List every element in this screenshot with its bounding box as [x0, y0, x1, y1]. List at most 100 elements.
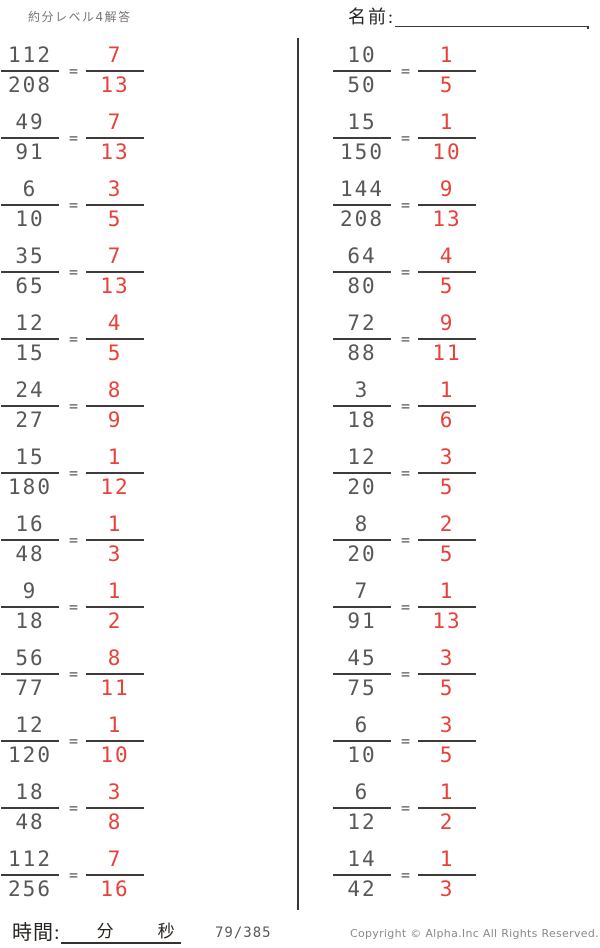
answer-numerator: 7: [86, 244, 145, 273]
problem-row: 35 65 = 7 13: [1, 238, 295, 305]
answer-fraction: 1 10: [418, 110, 477, 165]
minutes-unit-label: 分: [96, 922, 114, 941]
answer-denominator: 2: [107, 609, 123, 633]
answer-numerator: 1: [418, 780, 477, 809]
time-blank-line: 分 秒: [60, 920, 181, 944]
equals-sign: =: [69, 664, 79, 683]
answer-numerator: 3: [418, 646, 477, 675]
question-numerator: 112: [1, 43, 59, 72]
question-numerator: 18: [1, 780, 59, 809]
answer-numerator: 7: [86, 43, 145, 72]
question-numerator: 12: [1, 311, 59, 340]
answer-denominator: 11: [432, 341, 462, 365]
answer-denominator: 13: [432, 207, 462, 231]
problem-row: 10 50 = 1 5: [333, 37, 599, 104]
question-numerator: 6: [1, 177, 59, 206]
question-numerator: 6: [333, 780, 391, 809]
answer-numerator: 1: [418, 43, 477, 72]
problem-row: 18 48 = 3 8: [1, 774, 295, 841]
equals-sign: =: [401, 396, 411, 415]
answer-numerator: 7: [86, 110, 145, 139]
equals-sign: =: [69, 463, 79, 482]
problem-row: 64 80 = 4 5: [333, 238, 599, 305]
answer-denominator: 5: [439, 542, 455, 566]
problem-row: 15 150 = 1 10: [333, 104, 599, 171]
question-fraction: 6 10: [1, 177, 59, 232]
answer-numerator: 3: [418, 713, 477, 742]
answer-fraction: 7 13: [86, 43, 145, 98]
answer-denominator: 6: [439, 408, 455, 432]
question-denominator: 12: [347, 810, 377, 834]
name-label: 名前:: [348, 7, 396, 27]
answer-numerator: 7: [86, 847, 145, 876]
question-numerator: 3: [333, 378, 391, 407]
question-denominator: 80: [347, 274, 377, 298]
question-denominator: 10: [347, 743, 377, 767]
question-denominator: 91: [15, 140, 45, 164]
question-denominator: 120: [8, 743, 52, 767]
answer-numerator: 1: [86, 713, 145, 742]
question-numerator: 49: [1, 110, 59, 139]
question-denominator: 150: [340, 140, 384, 164]
worksheet-title: 約分レベル4解答: [28, 10, 132, 24]
question-numerator: 15: [333, 110, 391, 139]
question-denominator: 20: [347, 475, 377, 499]
question-numerator: 56: [1, 646, 59, 675]
equals-sign: =: [69, 329, 79, 348]
question-fraction: 16 48: [1, 512, 59, 567]
question-fraction: 14 42: [333, 847, 391, 902]
problem-row: 16 48 = 1 3: [1, 506, 295, 573]
answer-numerator: 3: [418, 445, 477, 474]
question-numerator: 9: [1, 579, 59, 608]
problem-row: 14 42 = 1 3: [333, 841, 599, 908]
question-fraction: 144 208: [333, 177, 391, 232]
question-fraction: 24 27: [1, 378, 59, 433]
problem-row: 112 208 = 7 13: [1, 37, 295, 104]
question-denominator: 18: [15, 609, 45, 633]
problems-column-left: 112 208 = 7 13 49 91 = 7 13 6 10 = 3 5 35 65 = 7 13 12 15 = 4 5 2…: [1, 37, 295, 908]
question-denominator: 50: [347, 73, 377, 97]
question-fraction: 112 256: [1, 847, 59, 902]
answer-denominator: 9: [107, 408, 123, 432]
equals-sign: =: [401, 262, 411, 281]
question-denominator: 10: [15, 207, 45, 231]
question-fraction: 64 80: [333, 244, 391, 299]
question-denominator: 88: [347, 341, 377, 365]
question-denominator: 48: [15, 542, 45, 566]
seconds-unit-label: 秒: [157, 922, 175, 941]
question-fraction: 12 15: [1, 311, 59, 366]
question-numerator: 10: [333, 43, 391, 72]
answer-denominator: 13: [100, 73, 130, 97]
answer-numerator: 8: [86, 378, 145, 407]
answer-numerator: 8: [86, 646, 145, 675]
answer-denominator: 3: [107, 542, 123, 566]
answer-fraction: 7 13: [86, 244, 145, 299]
answer-numerator: 3: [86, 780, 145, 809]
answer-denominator: 13: [100, 274, 130, 298]
answer-numerator: 9: [418, 177, 477, 206]
problem-row: 3 18 = 1 6: [333, 372, 599, 439]
name-field: 名前:: [348, 5, 589, 29]
problem-row: 12 15 = 4 5: [1, 305, 295, 372]
problem-row: 6 10 = 3 5: [333, 707, 599, 774]
equals-sign: =: [401, 731, 411, 750]
question-denominator: 48: [15, 810, 45, 834]
answer-numerator: 2: [418, 512, 477, 541]
equals-sign: =: [401, 329, 411, 348]
answer-denominator: 13: [100, 140, 130, 164]
column-divider-line: [297, 38, 299, 910]
equals-sign: =: [69, 731, 79, 750]
question-numerator: 24: [1, 378, 59, 407]
name-blank-line: [395, 8, 589, 29]
answer-numerator: 1: [418, 110, 477, 139]
question-numerator: 16: [1, 512, 59, 541]
problem-row: 144 208 = 9 13: [333, 171, 599, 238]
question-denominator: 42: [347, 877, 377, 901]
